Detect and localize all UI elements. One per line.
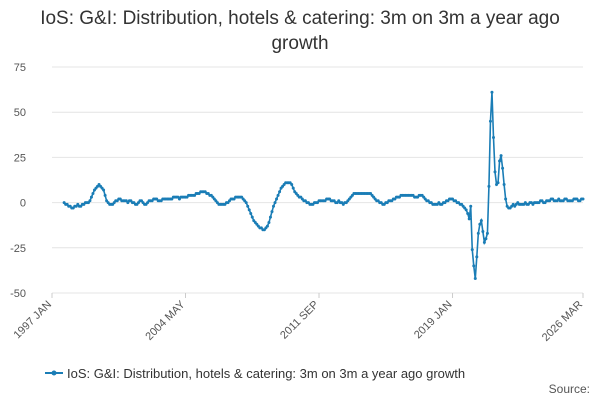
- x-tick-label: 2004 MAY: [143, 298, 188, 343]
- point: [276, 193, 280, 197]
- point: [488, 119, 492, 123]
- point: [467, 217, 471, 221]
- point: [249, 211, 253, 215]
- legend-marker: [51, 370, 57, 376]
- point: [91, 192, 95, 196]
- point: [265, 224, 269, 228]
- point: [473, 277, 477, 281]
- point: [581, 197, 585, 201]
- point: [103, 193, 107, 197]
- point: [481, 230, 485, 234]
- point: [272, 204, 276, 208]
- point: [491, 136, 495, 140]
- x-tick-label: 2026 MAR: [540, 299, 585, 344]
- point: [493, 170, 497, 174]
- y-tick-label: 0: [20, 198, 26, 210]
- point: [278, 190, 282, 194]
- point: [469, 204, 473, 208]
- point: [270, 210, 274, 214]
- source: Source:: [549, 382, 590, 396]
- point: [475, 255, 479, 259]
- x-tick-label: 1997 JAN: [11, 299, 54, 342]
- legend-label: IoS: G&I: Distribution, hotels & caterin…: [67, 366, 465, 381]
- point: [275, 197, 279, 201]
- point: [466, 211, 470, 215]
- point: [247, 208, 251, 212]
- point: [267, 220, 271, 224]
- point: [290, 183, 294, 187]
- point: [476, 231, 480, 235]
- point: [485, 231, 489, 235]
- y-tick-label: -25: [10, 243, 26, 255]
- point: [470, 248, 474, 252]
- chart-title: IoS: G&I: Distribution, hotels & caterin…: [40, 8, 560, 54]
- point: [502, 183, 506, 187]
- point: [499, 154, 503, 158]
- y-tick-label: -50: [10, 288, 26, 300]
- point: [102, 188, 106, 192]
- point: [478, 222, 482, 226]
- point: [496, 181, 500, 185]
- y-tick-label: 50: [14, 107, 26, 119]
- point: [487, 184, 491, 188]
- y-tick-label: 25: [14, 152, 26, 164]
- point: [291, 186, 295, 190]
- point: [504, 197, 508, 201]
- point: [88, 199, 92, 203]
- point: [484, 237, 488, 241]
- point: [501, 166, 505, 170]
- point: [498, 159, 502, 163]
- point: [250, 215, 254, 219]
- point: [490, 90, 494, 94]
- point: [479, 219, 483, 223]
- point: [273, 201, 277, 205]
- x-tick-label: 2011 SEP: [278, 299, 321, 342]
- point: [89, 195, 93, 199]
- x-tick-label: 2019 JAN: [412, 299, 455, 342]
- point: [268, 215, 272, 219]
- point: [244, 201, 248, 205]
- point: [246, 204, 250, 208]
- point: [472, 264, 476, 268]
- point: [482, 240, 486, 244]
- y-tick-label: 75: [14, 62, 26, 74]
- point: [464, 208, 468, 212]
